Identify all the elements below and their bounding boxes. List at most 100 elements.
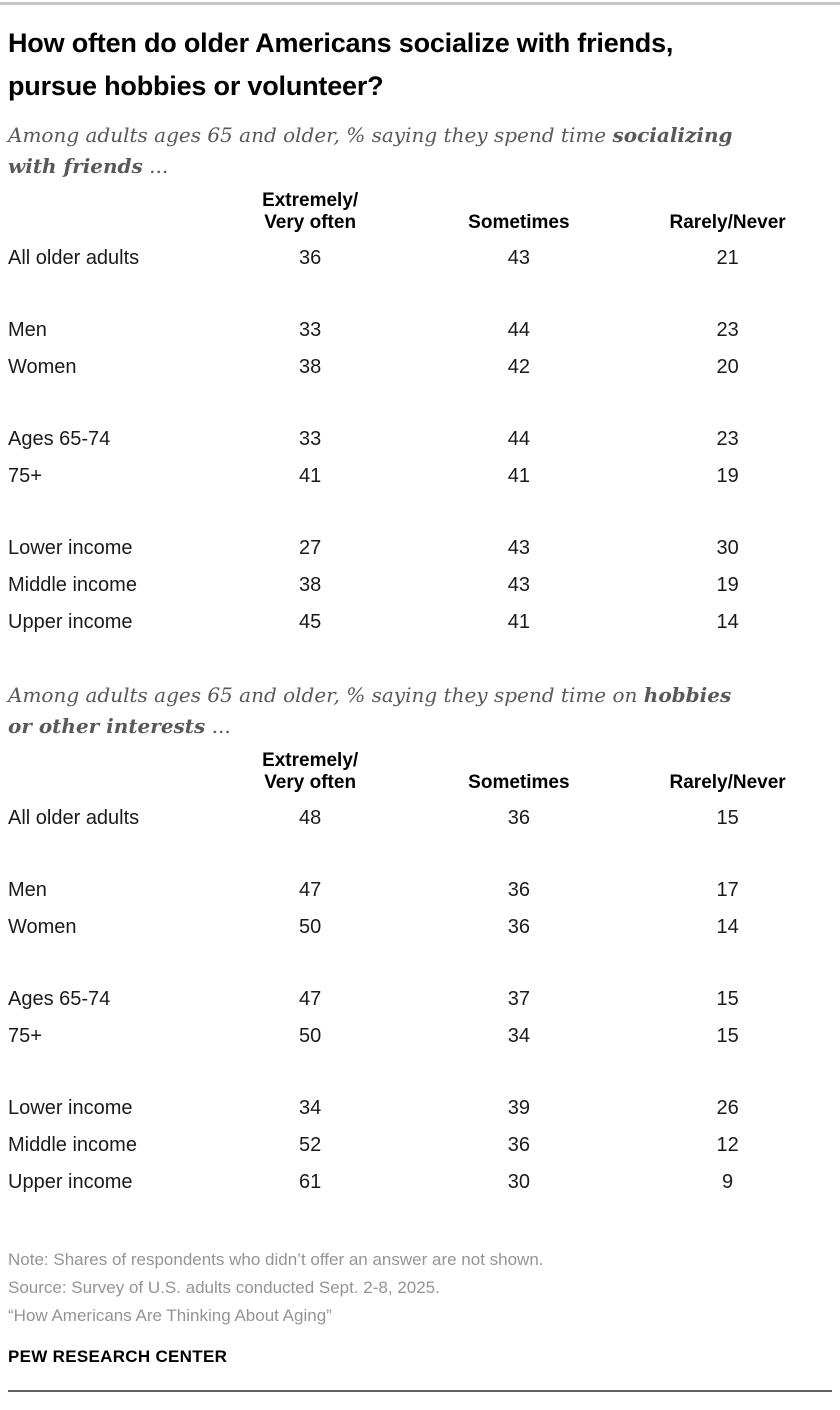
- data-table-hobbies: Extremely/ Very often Sometimes Rarely/N…: [8, 750, 832, 1200]
- value-cell: 39: [507, 1096, 530, 1119]
- value-cell: 38: [299, 573, 322, 596]
- row-label: Lower income: [8, 1096, 133, 1119]
- column-header-sometimes: Sometimes: [468, 212, 570, 233]
- row-label: Lower income: [8, 536, 133, 559]
- table-row: Men 47 36 17: [8, 871, 832, 908]
- section-subtitle: Among adults ages 65 and older, % saying…: [8, 120, 738, 182]
- content: How often do older Americans socialize w…: [0, 22, 840, 1392]
- table-row: Lower income 34 39 26: [8, 1089, 832, 1126]
- table-row: Ages 65-74 33 44 23: [8, 420, 832, 457]
- value-cell: 48: [299, 806, 322, 829]
- value-cell: 36: [299, 246, 322, 269]
- subtitle-prefix: Among adults ages 65 and older, % saying…: [8, 683, 644, 707]
- row-label: Upper income: [8, 1170, 133, 1193]
- value-cell: 30: [716, 536, 739, 559]
- value-cell: 36: [507, 915, 530, 938]
- table-row: Middle income 38 43 19: [8, 566, 832, 603]
- section-hobbies-or-other-interests: Among adults ages 65 and older, % saying…: [8, 680, 832, 1200]
- row-label: Ages 65-74: [8, 987, 111, 1010]
- data-table-socializing: Extremely/ Very often Sometimes Rarely/N…: [8, 190, 832, 640]
- value-cell: 26: [716, 1096, 739, 1119]
- value-cell: 45: [299, 610, 322, 633]
- value-cell: 17: [716, 878, 739, 901]
- row-label: Ages 65-74: [8, 427, 111, 450]
- value-cell: 36: [507, 806, 530, 829]
- value-cell: 50: [299, 915, 322, 938]
- value-cell: 41: [507, 464, 530, 487]
- value-cell: 50: [299, 1024, 322, 1047]
- value-cell: 27: [299, 536, 322, 559]
- column-header-rarely-never: Rarely/Never: [669, 772, 786, 793]
- value-cell: 15: [716, 1024, 739, 1047]
- header-empty-cell: [8, 750, 206, 799]
- table-row: Upper income 45 41 14: [8, 603, 832, 640]
- value-cell: 12: [716, 1133, 739, 1156]
- row-label: 75+: [8, 464, 42, 487]
- section-socializing-with-friends: Among adults ages 65 and older, % saying…: [8, 120, 832, 640]
- bottom-rule: [8, 1390, 832, 1392]
- row-label: Middle income: [8, 1133, 137, 1156]
- column-header-extremely-very-often: Extremely/ Very often: [262, 190, 359, 233]
- value-cell: 23: [716, 427, 739, 450]
- value-cell: 43: [507, 536, 530, 559]
- value-cell: 9: [722, 1170, 734, 1193]
- row-group-spacer: [8, 494, 832, 529]
- table-row: Women 38 42 20: [8, 348, 832, 385]
- row-group-spacer: [8, 836, 832, 871]
- value-cell: 42: [507, 355, 530, 378]
- source-text: Source: Survey of U.S. adults conducted …: [8, 1278, 440, 1297]
- table-row: All older adults 36 43 21: [8, 239, 832, 276]
- value-cell: 19: [716, 464, 739, 487]
- header-row: Extremely/ Very often Sometimes Rarely/N…: [8, 750, 832, 799]
- row-label: 75+: [8, 1024, 42, 1047]
- row-label: All older adults: [8, 246, 140, 269]
- value-cell: 15: [716, 987, 739, 1010]
- row-label: Women: [8, 355, 77, 378]
- value-cell: 19: [716, 573, 739, 596]
- value-cell: 44: [507, 427, 530, 450]
- value-cell: 34: [299, 1096, 322, 1119]
- row-group-spacer: [8, 385, 832, 420]
- subtitle-suffix: ...: [205, 714, 231, 738]
- value-cell: 43: [507, 573, 530, 596]
- row-label: Men: [8, 878, 47, 901]
- row-group-spacer: [8, 276, 832, 311]
- value-cell: 52: [299, 1133, 322, 1156]
- value-cell: 37: [507, 987, 530, 1010]
- table-row: Lower income 27 43 30: [8, 529, 832, 566]
- value-cell: 34: [507, 1024, 530, 1047]
- value-cell: 47: [299, 878, 322, 901]
- value-cell: 23: [716, 318, 739, 341]
- row-label: Women: [8, 915, 77, 938]
- header-row: Extremely/ Very often Sometimes Rarely/N…: [8, 190, 832, 239]
- column-header-sometimes: Sometimes: [468, 772, 570, 793]
- subtitle-bold-phrase: socializing with friends: [8, 123, 733, 178]
- section-subtitle: Among adults ages 65 and older, % saying…: [8, 680, 738, 742]
- value-cell: 30: [507, 1170, 530, 1193]
- value-cell: 38: [299, 355, 322, 378]
- pew-research-center-wordmark: PEW RESEARCH CENTER: [8, 1347, 228, 1366]
- value-cell: 33: [299, 427, 322, 450]
- subtitle-suffix: ...: [142, 154, 169, 178]
- subtitle-bold-phrase: hobbies or other interests: [8, 683, 732, 738]
- table-row: 75+ 50 34 15: [8, 1017, 832, 1054]
- value-cell: 44: [507, 318, 530, 341]
- top-rule: [0, 2, 840, 5]
- table-row: Upper income 61 30 9: [8, 1163, 832, 1200]
- row-group-spacer: [8, 1054, 832, 1089]
- report-title-text: “How Americans Are Thinking About Aging”: [8, 1306, 332, 1325]
- header-empty-cell: [8, 190, 206, 239]
- row-label: Middle income: [8, 573, 137, 596]
- column-header-extremely-very-often: Extremely/ Very often: [262, 750, 359, 793]
- value-cell: 21: [716, 246, 739, 269]
- value-cell: 41: [299, 464, 322, 487]
- footer: Note: Shares of respondents who didn’t o…: [8, 1246, 832, 1368]
- row-group-spacer: [8, 945, 832, 980]
- page-title: How often do older Americans socialize w…: [8, 28, 674, 101]
- value-cell: 43: [507, 246, 530, 269]
- row-label: All older adults: [8, 806, 140, 829]
- table-row: Men 33 44 23: [8, 311, 832, 348]
- value-cell: 14: [716, 915, 739, 938]
- subtitle-prefix: Among adults ages 65 and older, % saying…: [8, 123, 613, 147]
